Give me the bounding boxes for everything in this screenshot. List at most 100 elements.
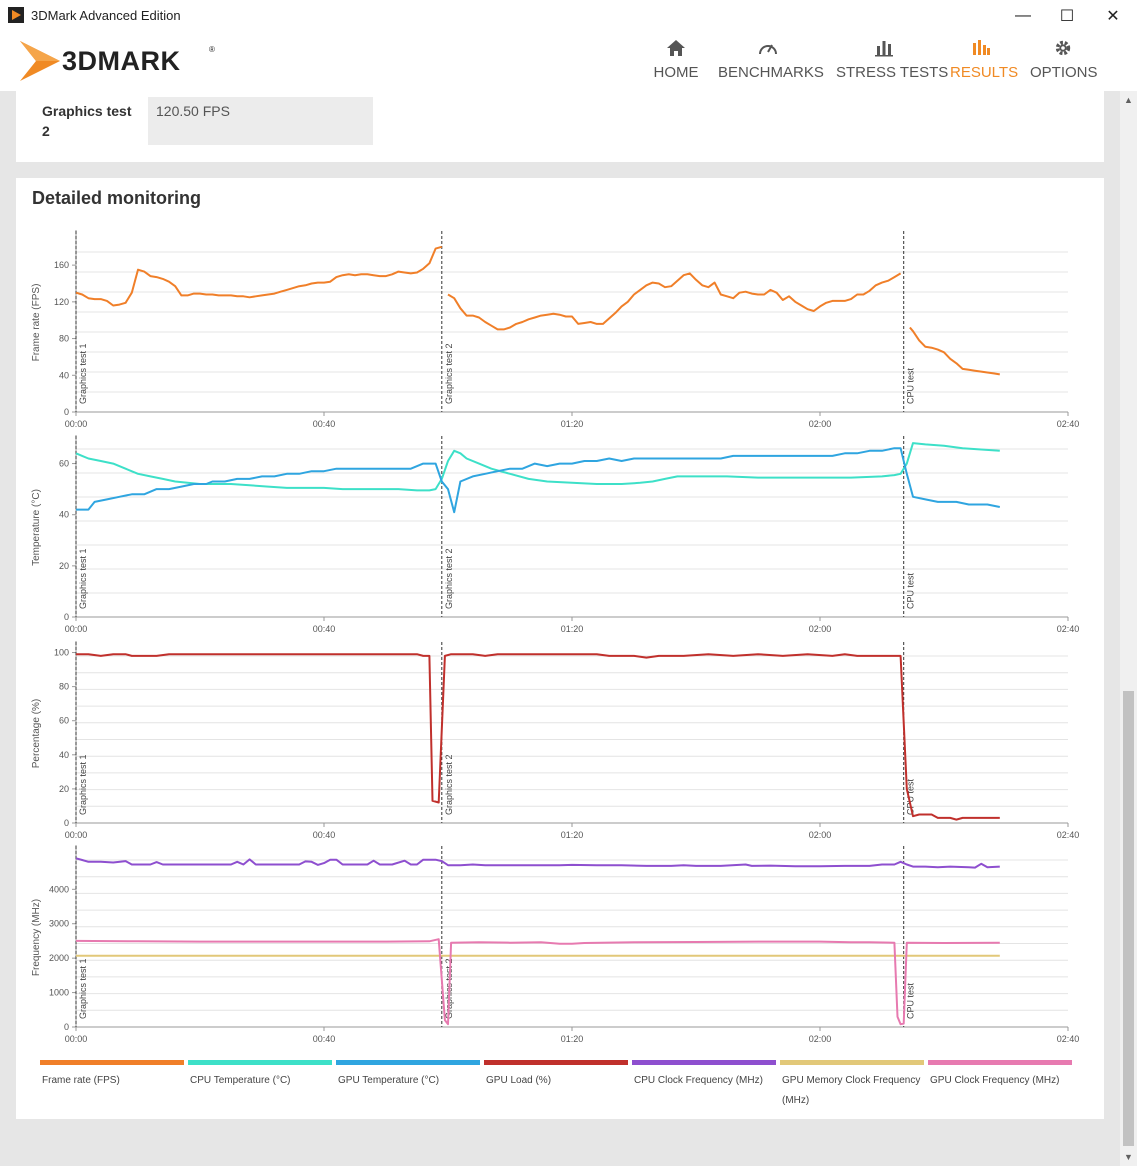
scroll-down-icon[interactable]: ▼	[1124, 1152, 1133, 1162]
window-title: 3DMark Advanced Edition	[31, 8, 181, 23]
x-tick-label: 00:00	[65, 419, 88, 429]
y-tick-label: 0	[64, 407, 69, 417]
maximize-button[interactable]: ☐	[1059, 7, 1075, 25]
legend-label: Frame rate (FPS)	[42, 1075, 120, 1086]
y-tick-label: 0	[64, 1022, 69, 1032]
test-marker-label: CPU test	[906, 982, 916, 1019]
series-line	[447, 272, 902, 331]
legend-item: CPU Clock Frequency (MHz)	[632, 1060, 776, 1091]
x-tick-label: 00:40	[313, 830, 336, 840]
nav-label: RESULTS	[950, 64, 1019, 81]
minimize-button[interactable]: —	[1015, 6, 1031, 24]
y-tick-label: 80	[59, 334, 69, 344]
section-title: Detailed monitoring	[32, 188, 202, 208]
legend-item: CPU Temperature (°C)	[188, 1060, 332, 1091]
nav-label: BENCHMARKS	[718, 64, 824, 81]
scrollbar-thumb[interactable]	[1123, 691, 1134, 1146]
series-line	[76, 447, 1000, 514]
test-marker-label: CPU test	[906, 572, 916, 609]
x-tick-label: 02:40	[1057, 830, 1080, 840]
test-marker-label: CPU test	[906, 778, 916, 815]
logo-reg: ®	[209, 45, 215, 54]
x-tick-label: 00:40	[313, 1034, 336, 1044]
nav-label: HOME	[653, 64, 699, 81]
y-tick-label: 100	[54, 648, 69, 658]
gear-icon	[1030, 39, 1096, 61]
nav-home[interactable]: HOME	[648, 37, 704, 87]
y-axis-label: Percentage (%)	[31, 699, 42, 768]
x-tick-label: 02:40	[1057, 419, 1080, 429]
window-titlebar: 3DMark Advanced Edition — ☐ ✕	[0, 0, 1137, 31]
test-marker-label: Graphics test 2	[444, 343, 454, 404]
legend-swatch	[484, 1060, 628, 1065]
app-header: 3DMARK ® HOME BENCHMARKS STRESS TESTS RE…	[0, 31, 1137, 91]
legend-item: GPU Memory Clock Frequency (MHz)	[780, 1060, 924, 1111]
x-tick-label: 02:00	[809, 624, 832, 634]
y-tick-label: 2000	[49, 953, 69, 963]
test-marker-label: Graphics test 1	[78, 958, 88, 1019]
nav-benchmarks[interactable]: BENCHMARKS	[718, 37, 824, 87]
result-card: Graphics test 2 120.50 FPS	[16, 91, 1104, 162]
legend-item: GPU Load (%)	[484, 1060, 628, 1091]
test-marker-label: Graphics test 2	[444, 754, 454, 815]
x-tick-label: 02:40	[1057, 624, 1080, 634]
y-tick-label: 80	[59, 682, 69, 692]
legend-swatch	[780, 1060, 924, 1065]
legend-label: GPU Temperature (°C)	[338, 1075, 440, 1086]
legend-label: GPU Clock Frequency (MHz)	[930, 1075, 1060, 1086]
nav-results[interactable]: RESULTS	[950, 37, 1019, 87]
scroll-up-icon[interactable]: ▲	[1124, 95, 1133, 105]
scrollbar[interactable]: ▲ ▼	[1120, 91, 1137, 1166]
x-tick-label: 01:20	[561, 830, 584, 840]
test-marker-label: Graphics test 1	[78, 548, 88, 609]
close-button[interactable]: ✕	[1106, 7, 1120, 25]
home-icon	[648, 39, 704, 61]
app-icon	[8, 7, 24, 23]
legend-label: GPU Memory Clock Frequency (MHz)	[782, 1075, 921, 1106]
y-tick-label: 120	[54, 297, 69, 307]
series-line	[75, 442, 1000, 492]
y-tick-label: 0	[64, 612, 69, 622]
nav-options[interactable]: OPTIONS	[1030, 37, 1098, 87]
x-tick-label: 02:00	[809, 419, 832, 429]
y-axis-label: Frame rate (FPS)	[31, 284, 42, 362]
x-tick-label: 00:40	[313, 624, 336, 634]
y-tick-label: 160	[54, 260, 69, 270]
x-tick-label: 00:00	[65, 830, 88, 840]
series-line	[76, 653, 1000, 821]
result-label: Graphics test 2	[42, 103, 132, 139]
y-tick-label: 60	[59, 716, 69, 726]
3dmark-logo[interactable]: 3DMARK ®	[16, 37, 226, 85]
y-axis-label: Frequency (MHz)	[31, 899, 42, 976]
results-icon	[950, 39, 1012, 61]
y-axis-label: Temperature (°C)	[31, 489, 42, 566]
legend-swatch	[40, 1060, 184, 1065]
y-tick-label: 0	[64, 818, 69, 828]
series-line	[75, 938, 1000, 1026]
nav-stress-tests[interactable]: STRESS TESTS	[836, 37, 948, 87]
bar-chart-icon	[836, 39, 932, 61]
test-marker-label: Graphics test 1	[78, 754, 88, 815]
legend-swatch	[336, 1060, 480, 1065]
series-line	[75, 245, 443, 307]
series-line	[75, 857, 1000, 869]
x-tick-label: 01:20	[561, 419, 584, 429]
result-value: 120.50 FPS	[156, 103, 230, 119]
legend-label: GPU Load (%)	[486, 1075, 552, 1086]
nav-label: OPTIONS	[1030, 64, 1098, 81]
test-marker-label: CPU test	[906, 367, 916, 404]
x-tick-label: 02:00	[809, 830, 832, 840]
x-tick-label: 00:00	[65, 1034, 88, 1044]
legend-item: GPU Temperature (°C)	[336, 1060, 480, 1091]
monitoring-charts: 0 40 80 120 160 00:00 00:40 01:20 02:00 02:40 Fram…	[31, 230, 1080, 1044]
legend-item: GPU Clock Frequency (MHz)	[928, 1060, 1072, 1091]
test-marker-label: Graphics test 2	[444, 548, 454, 609]
result-value-box: 120.50 FPS	[148, 97, 373, 145]
legend-item: Frame rate (FPS)	[40, 1060, 184, 1091]
legend-label: CPU Temperature (°C)	[190, 1075, 291, 1086]
speedometer-icon	[718, 39, 818, 61]
x-tick-label: 02:00	[809, 1034, 832, 1044]
legend-label: CPU Clock Frequency (MHz)	[634, 1075, 763, 1086]
x-tick-label: 00:00	[65, 624, 88, 634]
y-tick-label: 60	[59, 459, 69, 469]
